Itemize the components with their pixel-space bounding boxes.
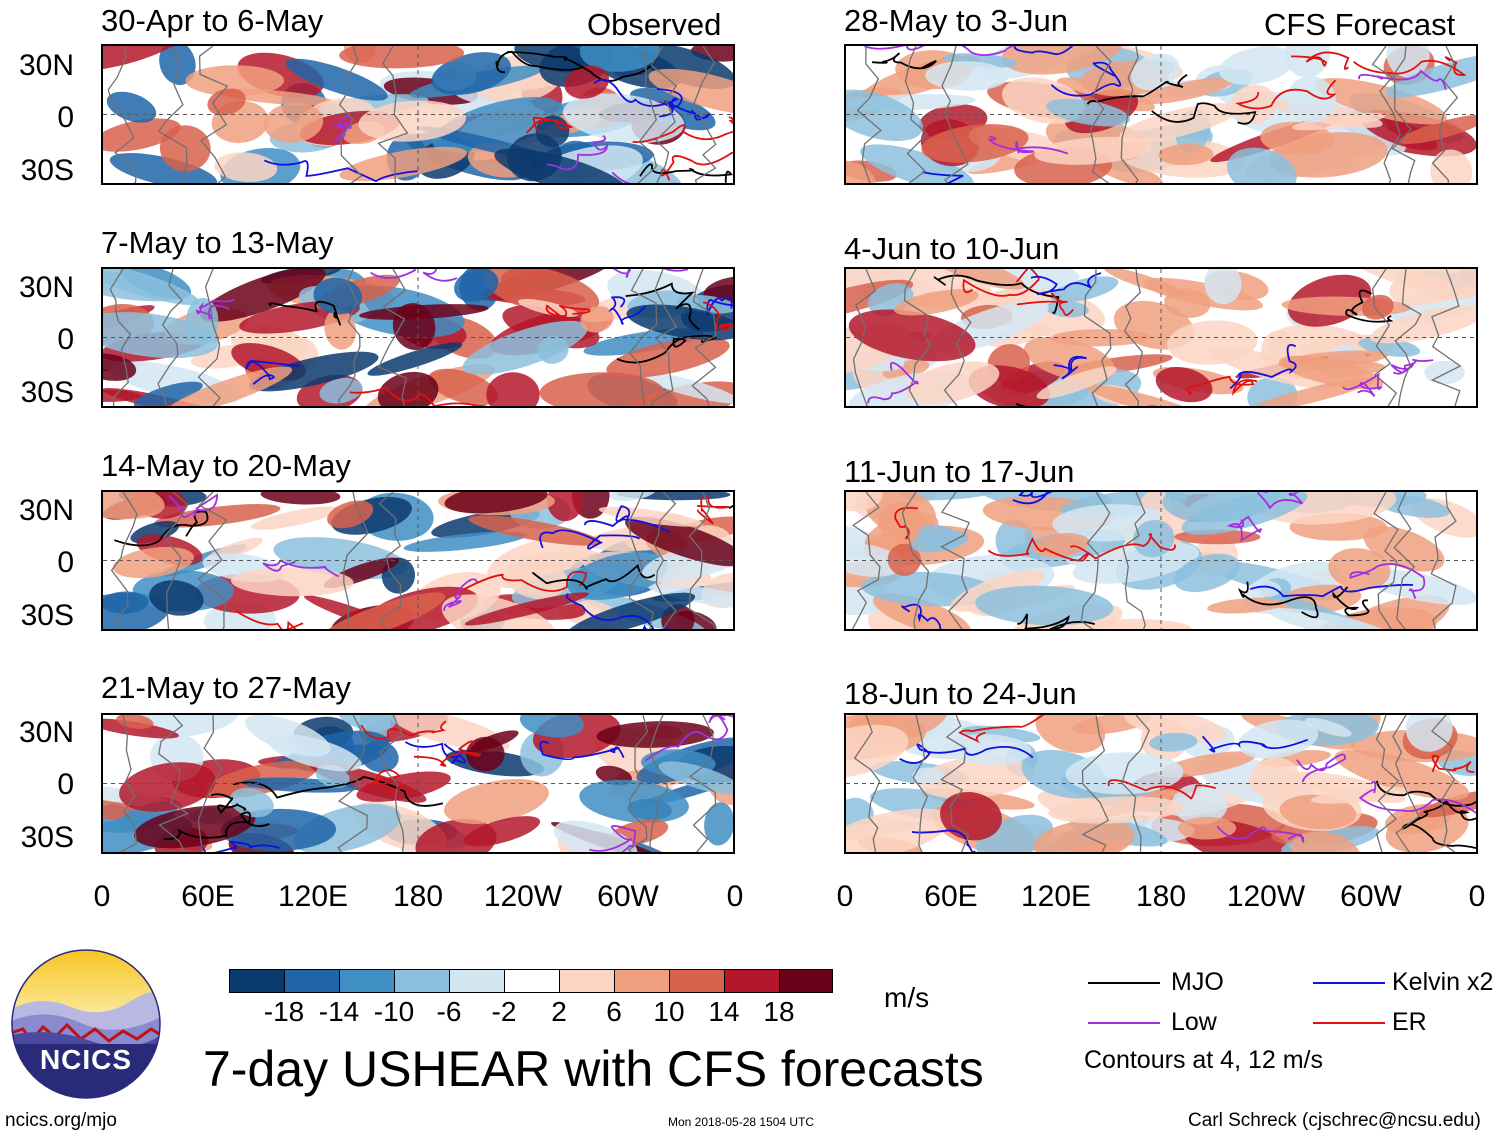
x-label-60w: 60W — [1340, 880, 1402, 913]
observed-period-2: 7-May to 13-May — [101, 225, 334, 260]
colorbar-tick: -2 — [491, 996, 517, 1027]
colorbar-tick: 14 — [708, 996, 740, 1027]
footer-credit: Carl Schreck (cjschrec@ncsu.edu) — [1188, 1110, 1481, 1131]
colorbar-cell — [614, 969, 670, 993]
ncics-logo[interactable]: NCICS — [11, 949, 161, 1099]
colorbar-tick: -18 — [263, 996, 305, 1027]
colorbar-tick: 10 — [653, 996, 685, 1027]
legend-swatch-low — [1088, 1022, 1160, 1024]
colorbar-tick: -14 — [318, 996, 360, 1027]
legend-label-mjo: MJO — [1171, 968, 1224, 996]
forecast-label: CFS Forecast — [1264, 7, 1456, 42]
colorbar-unit: m/s — [884, 982, 930, 1013]
y-label-30s: 30S — [20, 376, 74, 409]
footer-url[interactable]: ncics.org/mjo — [5, 1110, 117, 1131]
y-label-30n: 30N — [18, 494, 74, 527]
forecast-map-1 — [844, 44, 1478, 185]
observed-map-4 — [101, 713, 735, 854]
x-label-360: 0 — [1468, 880, 1486, 913]
legend-label-low: Low — [1171, 1008, 1217, 1036]
colorbar-tick: -10 — [373, 996, 415, 1027]
figure-title: 7-day USHEAR with CFS forecasts — [203, 1041, 984, 1097]
y-label-30s: 30S — [20, 154, 74, 187]
colorbar-tick: 18 — [763, 996, 795, 1027]
y-label-eq: 0 — [57, 323, 74, 356]
observed-map-3 — [101, 490, 735, 631]
forecast-period-4: 18-Jun to 24-Jun — [844, 676, 1077, 711]
y-label-30n: 30N — [18, 49, 74, 82]
observed-period-3: 14-May to 20-May — [101, 448, 351, 483]
x-label-60w: 60W — [597, 880, 659, 913]
x-label-180: 180 — [392, 880, 444, 913]
x-label-0: 0 — [836, 880, 854, 913]
colorbar-tick: 6 — [606, 996, 622, 1027]
colorbar-cell — [229, 969, 285, 993]
observed-period-4: 21-May to 27-May — [101, 670, 351, 705]
forecast-period-2: 4-Jun to 10-Jun — [844, 231, 1060, 266]
footer-timestamp: Mon 2018-05-28 1504 UTC — [668, 1115, 815, 1129]
forecast-map-3 — [844, 490, 1478, 631]
y-label-30n: 30N — [18, 271, 74, 304]
colorbar-cell — [394, 969, 450, 993]
legend-note: Contours at 4, 12 m/s — [1084, 1046, 1324, 1074]
colorbar-cell — [669, 969, 725, 993]
x-label-60e: 60E — [924, 880, 978, 913]
legend-label-er: ER — [1392, 1008, 1427, 1036]
forecast-map-4 — [844, 713, 1478, 854]
colorbar-tick: -6 — [436, 996, 462, 1027]
colorbar-tick: 2 — [551, 996, 567, 1027]
x-label-120w: 120W — [1226, 880, 1306, 913]
observed-period-1: 30-Apr to 6-May — [101, 3, 324, 38]
colorbar-cell — [559, 969, 615, 993]
x-label-180: 180 — [1135, 880, 1187, 913]
x-label-360: 0 — [726, 880, 744, 913]
legend-swatch-er — [1313, 1022, 1385, 1024]
x-label-120e: 120E — [277, 880, 349, 913]
legend-label-kelvin: Kelvin x2 — [1392, 968, 1494, 996]
legend-swatch-kelvin — [1313, 982, 1385, 984]
logo-text: NCICS — [39, 1044, 133, 1075]
forecast-period-3: 11-Jun to 17-Jun — [844, 454, 1075, 489]
y-label-30n: 30N — [18, 716, 74, 749]
x-label-120w: 120W — [483, 880, 563, 913]
y-label-eq: 0 — [57, 101, 74, 134]
observed-label: Observed — [587, 7, 722, 42]
colorbar-cell — [449, 969, 505, 993]
colorbar-cell — [504, 969, 560, 993]
forecast-map-2 — [844, 267, 1478, 408]
colorbar-cell — [339, 969, 395, 993]
observed-map-1 — [101, 44, 735, 185]
y-label-eq: 0 — [57, 768, 74, 801]
legend-swatch-mjo — [1088, 982, 1160, 984]
colorbar-cell — [724, 969, 780, 993]
y-label-eq: 0 — [57, 546, 74, 579]
y-label-30s: 30S — [20, 599, 74, 632]
colorbar-cell — [284, 969, 340, 993]
observed-map-2 — [101, 267, 735, 408]
colorbar-cell — [779, 969, 833, 993]
x-label-0: 0 — [93, 880, 111, 913]
x-label-120e: 120E — [1020, 880, 1092, 913]
x-label-60e: 60E — [181, 880, 235, 913]
y-label-30s: 30S — [20, 821, 74, 854]
forecast-period-1: 28-May to 3-Jun — [844, 3, 1068, 38]
